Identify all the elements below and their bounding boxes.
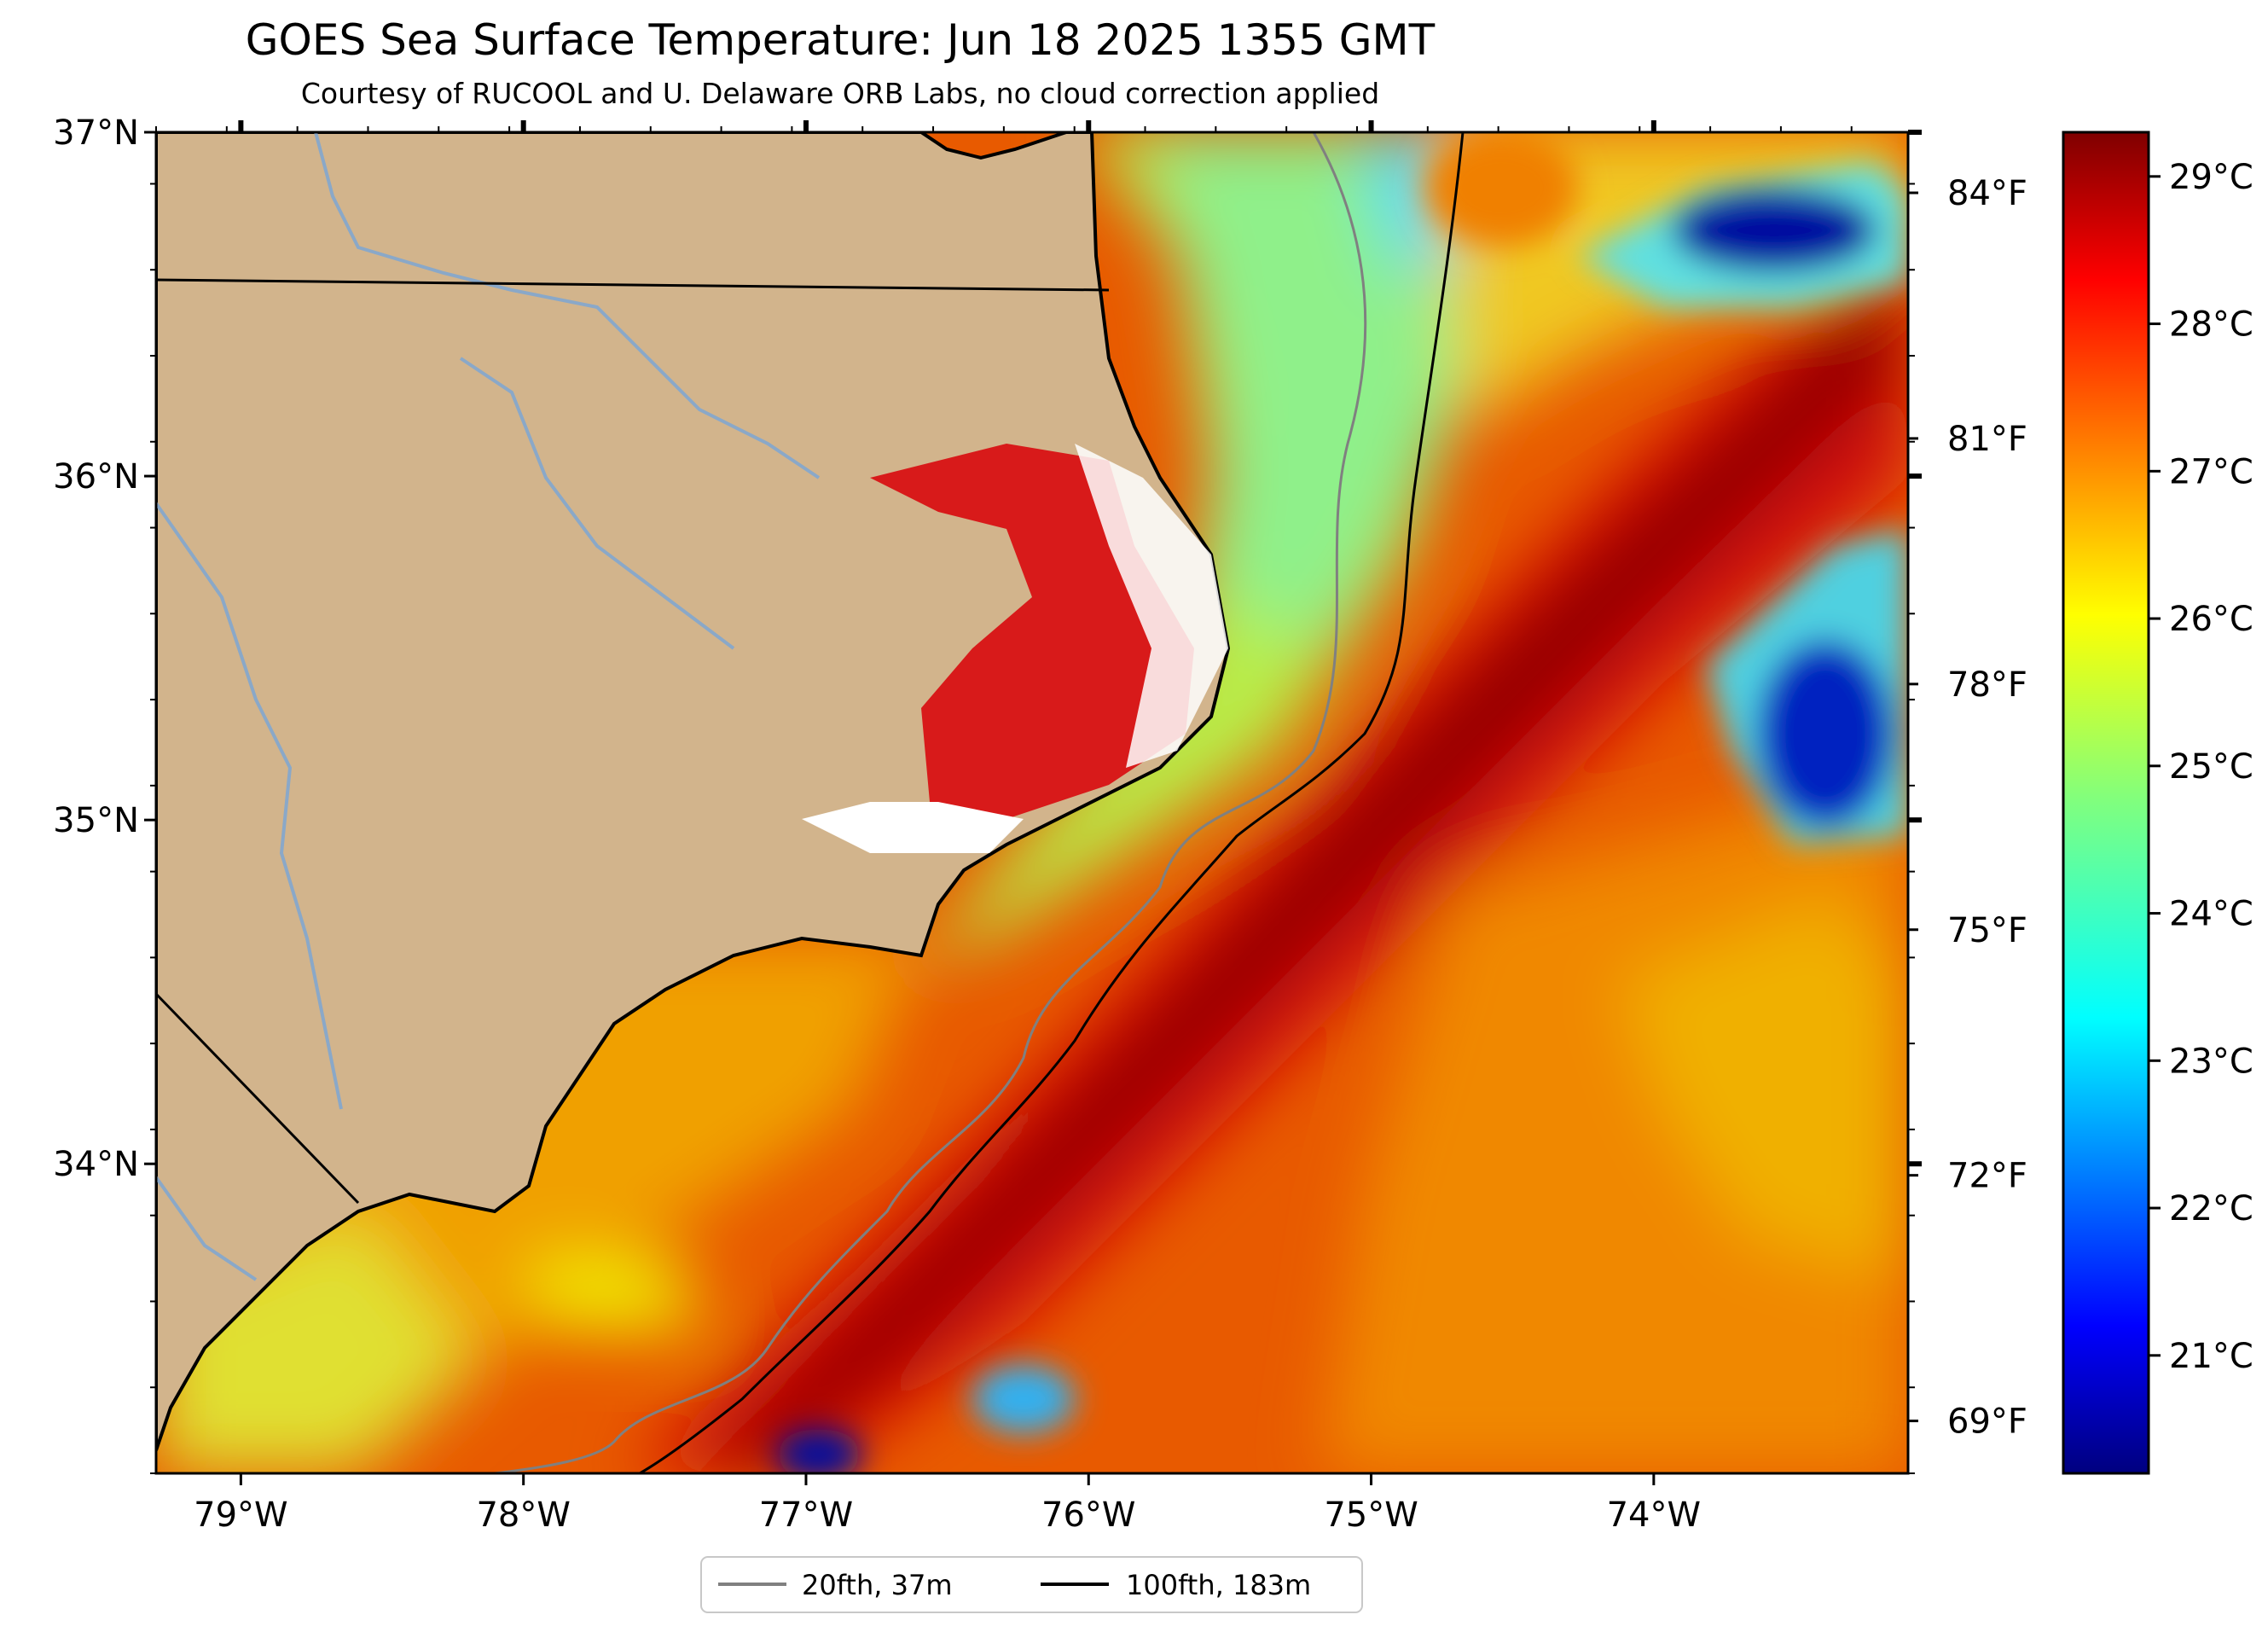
fahrenheit-tick-label: 78°F: [1947, 665, 2027, 705]
fahrenheit-tick-label: 81°F: [1947, 420, 2027, 459]
fahrenheit-tick-label: 72°F: [1947, 1157, 2027, 1196]
map-title: GOES Sea Surface Temperature: Jun 18 202…: [245, 15, 1436, 65]
lon-tick-label: 79°W: [194, 1496, 287, 1535]
contour-100fth: [639, 132, 1465, 1473]
lon-tick-label: 74°W: [1607, 1496, 1701, 1535]
colorbar-tick-label: 26°C: [2169, 600, 2253, 639]
contour-20fth: [494, 132, 1367, 1473]
lat-tick-label: 37°N: [53, 113, 139, 153]
fahrenheit-tick-label: 84°F: [1947, 174, 2027, 213]
colorbar-tick-label: 27°C: [2169, 452, 2253, 491]
colorbar-tick-label: 29°C: [2169, 158, 2253, 197]
lat-tick-label: 34°N: [53, 1145, 139, 1184]
colorbar-tick-label: 25°C: [2169, 747, 2253, 787]
lon-tick-label: 75°W: [1324, 1496, 1418, 1535]
colorbar-tick-label: 23°C: [2169, 1042, 2253, 1081]
map-subtitle: Courtesy of RUCOOL and U. Delaware ORB L…: [300, 77, 1380, 110]
lon-tick-label: 78°W: [476, 1496, 570, 1535]
colorbar-tick-label: 21°C: [2169, 1337, 2253, 1376]
colorbar-tick-label: 22°C: [2169, 1189, 2253, 1228]
colorbar: [2062, 131, 2150, 1475]
contour-legend: 20fth, 37m 100fth, 183m: [700, 1556, 1363, 1613]
fahrenheit-tick-label: 69°F: [1947, 1403, 2027, 1442]
map-axes: 79°W 78°W 77°W 76°W 75°W 74°W 37°N 36°N 35°N 34°N…: [53, 113, 2027, 1535]
lat-tick-label: 36°N: [53, 457, 139, 497]
legend-label-20fth: 20fth, 37m: [802, 1569, 952, 1601]
colorbar-tick-label: 28°C: [2169, 305, 2253, 345]
lon-tick-label: 77°W: [759, 1496, 853, 1535]
land-mass: [156, 132, 1231, 1451]
lon-tick-label: 76°W: [1041, 1496, 1135, 1535]
map-frame: [154, 131, 1910, 1475]
fahrenheit-tick-label: 75°F: [1947, 911, 2027, 950]
colorbar-axis: 29°C 28°C 27°C 26°C 25°C 24°C 23°C 22°C 21°C: [2149, 158, 2253, 1376]
colorbar-tick-label: 24°C: [2169, 895, 2253, 934]
lat-tick-label: 35°N: [53, 801, 139, 840]
legend-label-100fth: 100fth, 183m: [1126, 1569, 1311, 1601]
